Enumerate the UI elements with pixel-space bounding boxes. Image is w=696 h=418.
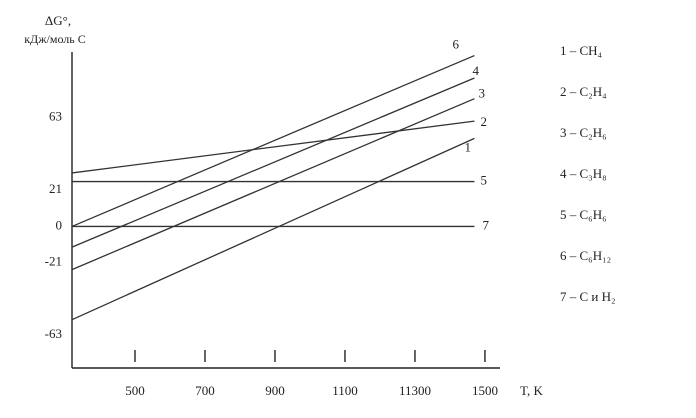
series-line [71, 54, 475, 228]
y-tick-label: -63 [45, 326, 62, 341]
line-label: 3 [478, 86, 485, 101]
y-tick-label: -21 [45, 254, 62, 269]
x-tick-label: 900 [265, 383, 285, 398]
y-tick-label: 0 [56, 217, 63, 232]
legend-entry: 1 – CH₄ [560, 43, 603, 58]
x-tick-label: 500 [125, 383, 145, 398]
line-label: 1 [464, 139, 471, 154]
legend-entry: 4 – C₃H₈ [560, 166, 607, 181]
line-label: 2 [480, 114, 487, 129]
x-tick-label: 11300 [399, 383, 431, 398]
x-tick-label: 700 [195, 383, 215, 398]
y-tick-label: 63 [49, 109, 62, 124]
line-label: 5 [480, 173, 487, 188]
legend-entry: 3 – C₂H₆ [560, 125, 607, 140]
legend-entry: 7 – C и H₂ [560, 289, 616, 304]
series-line [71, 98, 475, 271]
y-axis-unit: кДж/моль С [24, 32, 86, 46]
legend-entry: 6 – C₆H₁₂ [560, 248, 611, 263]
series-line [71, 77, 475, 248]
line-label: 7 [482, 217, 489, 232]
x-tick-label: 1500 [472, 383, 498, 398]
line-label: 4 [472, 63, 479, 78]
legend-entry: 2 – C₂H₄ [560, 84, 607, 99]
x-tick-label: 1100 [332, 383, 358, 398]
series-line [71, 120, 475, 174]
series-line [71, 137, 475, 321]
line-label: 6 [452, 37, 459, 52]
y-tick-label: 21 [49, 181, 62, 196]
x-axis-label: T, K [520, 383, 543, 398]
y-axis-label: ΔG°, [45, 13, 71, 28]
legend-entry: 5 – C₆H₆ [560, 207, 607, 222]
